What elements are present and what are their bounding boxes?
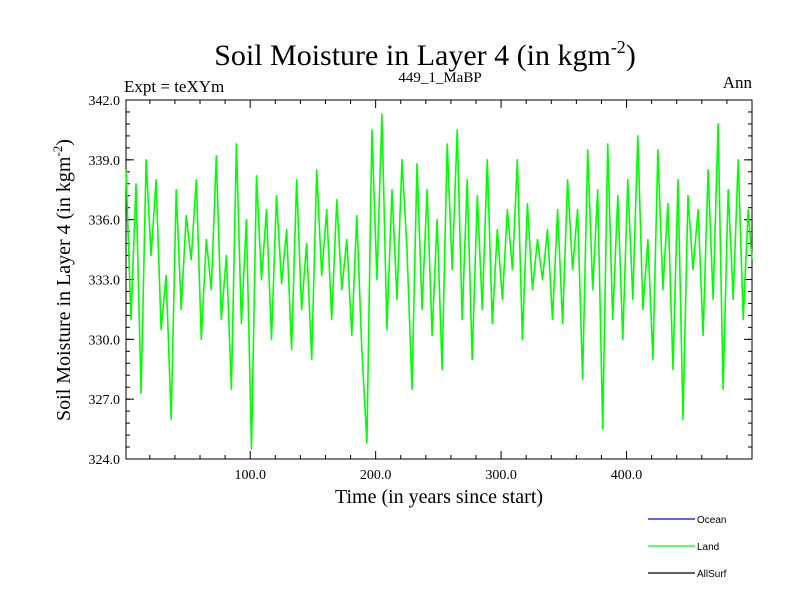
series-group [125, 113, 753, 450]
legend-label-allsurf: AllSurf [697, 569, 727, 580]
y-tick-label: 324.0 [89, 453, 121, 468]
x-axis-ticks: 100.0 200.0 300.0 400.0 [149, 100, 728, 483]
x-tick-label: 300.0 [485, 468, 517, 483]
run-label: 449_1_MaBP [398, 70, 481, 86]
y-axis-label-close: ) [53, 139, 75, 146]
experiment-label: Expt = teXYm [124, 77, 224, 96]
y-tick-label: 333.0 [89, 274, 121, 289]
chart-title-main: Soil Moisture in Layer 4 (in kgm [214, 39, 611, 72]
x-tick-label: 100.0 [234, 468, 266, 483]
y-tick-label: 339.0 [89, 154, 121, 169]
y-tick-label: 327.0 [89, 393, 121, 408]
legend-label-ocean: Ocean [697, 515, 726, 526]
legend-label-land: Land [697, 542, 719, 553]
x-tick-label: 400.0 [611, 468, 643, 483]
y-tick-label: 336.0 [89, 214, 121, 229]
y-tick-label: 342.0 [89, 94, 121, 109]
y-axis-ticks: 324.0 327.0 330.0 333.0 336.0 339.0 342.0 [89, 94, 752, 468]
chart-title: Soil Moisture in Layer 4 (in kgm-2) [214, 37, 636, 72]
chart-title-superscript: -2 [611, 37, 626, 57]
y-axis-label: Soil Moisture in Layer 4 (in kgm-2) [50, 139, 75, 421]
y-tick-label: 330.0 [89, 333, 121, 348]
legend: Ocean Land AllSurf [648, 515, 727, 580]
y-axis-label-superscript: -2 [50, 146, 65, 157]
season-label: Ann [723, 73, 753, 92]
y-axis-label-main: Soil Moisture in Layer 4 (in kgm [53, 156, 75, 421]
x-axis-label: Time (in years since start) [335, 486, 543, 508]
chart-title-close: ) [626, 39, 636, 72]
x-tick-label: 200.0 [360, 468, 392, 483]
series-line-land [125, 113, 753, 450]
